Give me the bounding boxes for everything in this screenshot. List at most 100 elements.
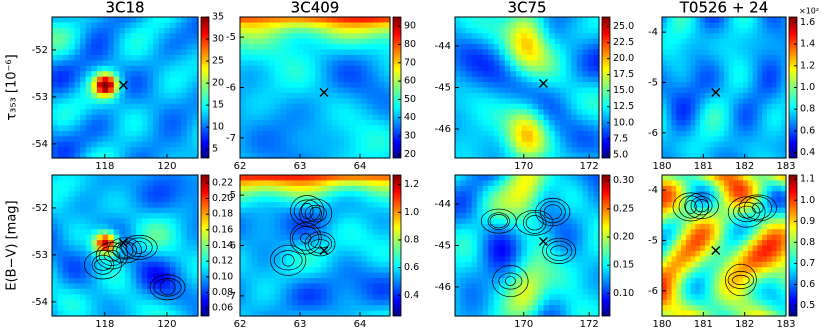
heatmap-cell xyxy=(466,44,472,50)
heatmap-cell xyxy=(292,109,298,115)
heatmap-cell xyxy=(344,55,350,61)
heatmap-cell xyxy=(286,256,292,262)
heatmap-cell xyxy=(136,267,142,273)
heatmap-cell xyxy=(588,267,594,273)
heatmap-cell xyxy=(772,93,777,99)
heatmap-cell xyxy=(176,197,182,203)
heatmap-cell xyxy=(327,224,333,230)
heatmap-cell xyxy=(153,197,159,203)
heatmap-cell xyxy=(477,180,483,186)
heatmap-cell xyxy=(748,60,753,66)
heatmap-cell xyxy=(521,109,527,115)
heatmap-cell xyxy=(321,17,327,23)
heatmap-cell xyxy=(176,229,182,235)
heatmap-cell xyxy=(676,17,681,23)
heatmap-cell xyxy=(577,202,583,208)
heatmap-cell xyxy=(309,33,315,39)
heatmap-cell xyxy=(164,55,170,61)
heatmap-cell xyxy=(582,208,588,214)
heatmap-cell xyxy=(477,93,483,99)
heatmap-cell xyxy=(147,294,153,300)
heatmap-cell xyxy=(724,131,729,137)
heatmap-cell xyxy=(103,44,109,50)
x-tick-label: 170 xyxy=(514,161,533,172)
heatmap-cell xyxy=(734,131,739,137)
heatmap-cell xyxy=(505,186,511,192)
heatmap-cell xyxy=(757,39,762,45)
heatmap-cell xyxy=(488,120,494,126)
heatmap-cell xyxy=(69,55,75,61)
heatmap-cell xyxy=(164,22,170,28)
heatmap-cell xyxy=(724,147,729,153)
heatmap-cell xyxy=(527,60,533,66)
heatmap-cell xyxy=(338,115,344,121)
heatmap-cell xyxy=(533,256,539,262)
heatmap-cell xyxy=(275,246,281,252)
heatmap-cell xyxy=(275,71,281,77)
heatmap-cell xyxy=(472,256,478,262)
heatmap-cell xyxy=(743,115,748,121)
heatmap-cell xyxy=(367,256,373,262)
heatmap-cell xyxy=(292,60,298,66)
heatmap-cell xyxy=(714,125,719,131)
heatmap-cell xyxy=(367,136,373,142)
heatmap-cell xyxy=(555,305,561,311)
heatmap-cell xyxy=(332,289,338,295)
heatmap-cell xyxy=(246,39,252,45)
heatmap-cell xyxy=(344,202,350,208)
heatmap-cell xyxy=(97,125,103,131)
heatmap-cell xyxy=(582,273,588,279)
heatmap-cell xyxy=(309,77,315,83)
heatmap-cell xyxy=(714,147,719,153)
heatmap-cell xyxy=(538,186,544,192)
heatmap-cell xyxy=(86,262,92,268)
heatmap-cell xyxy=(477,202,483,208)
heatmap-cell xyxy=(338,235,344,241)
heatmap-cell xyxy=(298,109,304,115)
heatmap-cell xyxy=(58,197,64,203)
heatmap-cell xyxy=(86,71,92,77)
heatmap-cell xyxy=(91,229,97,235)
heatmap-cell xyxy=(187,82,193,88)
heatmap-cell xyxy=(176,267,182,273)
heatmap-cell xyxy=(560,88,566,94)
heatmap-cell xyxy=(577,115,583,121)
heatmap-cell xyxy=(582,197,588,203)
heatmap-cell xyxy=(700,77,705,83)
heatmap-cell xyxy=(269,104,275,110)
heatmap-cell xyxy=(588,136,594,142)
heatmap-cell xyxy=(187,235,193,241)
heatmap-cell xyxy=(52,71,58,77)
heatmap-cell xyxy=(772,115,777,121)
heatmap-cell xyxy=(571,180,577,186)
heatmap-cell xyxy=(114,66,120,72)
heatmap-cell xyxy=(527,186,533,192)
heatmap-cell xyxy=(691,50,696,56)
heatmap-cell xyxy=(767,22,772,28)
heatmap-cell xyxy=(103,17,109,23)
heatmap-cell xyxy=(298,300,304,306)
colorbar-tick-label: 40 xyxy=(404,112,416,123)
heatmap-cell xyxy=(521,66,527,72)
heatmap-cell xyxy=(705,17,710,23)
heatmap-cell xyxy=(338,251,344,257)
heatmap-cell xyxy=(252,98,258,104)
heatmap-cell xyxy=(714,120,719,126)
heatmap-cell xyxy=(527,77,533,83)
heatmap-cell xyxy=(776,17,781,23)
heatmap-cell xyxy=(350,240,356,246)
heatmap-cell xyxy=(662,115,667,121)
heatmap-cell xyxy=(461,273,467,279)
heatmap-cell xyxy=(181,197,187,203)
heatmap-cell xyxy=(327,22,333,28)
heatmap-cell xyxy=(119,55,125,61)
heatmap-cell xyxy=(566,77,572,83)
heatmap-cell xyxy=(80,213,86,219)
heatmap-cell xyxy=(332,39,338,45)
heatmap-cell xyxy=(691,39,696,45)
heatmap-cell xyxy=(695,71,700,77)
heatmap-cell xyxy=(757,147,762,153)
heatmap-cell xyxy=(355,50,361,56)
heatmap-cell xyxy=(527,218,533,224)
heatmap-cell xyxy=(748,120,753,126)
